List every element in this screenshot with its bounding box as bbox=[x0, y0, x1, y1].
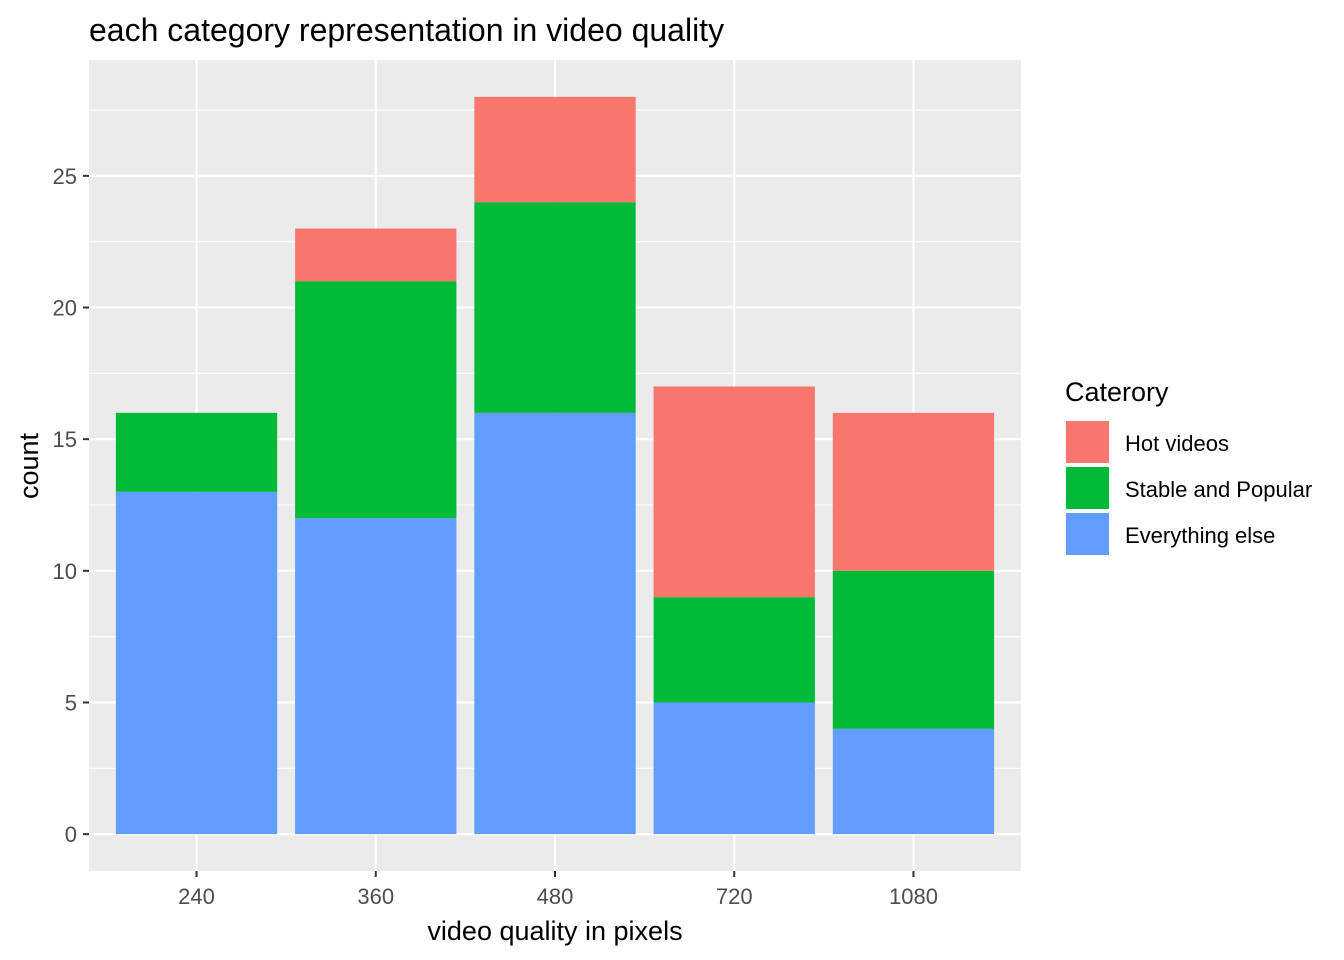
bar-segment bbox=[474, 96, 636, 203]
legend-title: Caterory bbox=[1065, 377, 1169, 407]
y-tick-label: 0 bbox=[65, 822, 77, 847]
legend-key bbox=[1066, 513, 1109, 555]
y-tick-label: 5 bbox=[65, 690, 77, 715]
bar-segment bbox=[295, 518, 457, 835]
legend-label: Stable and Popular bbox=[1125, 477, 1312, 502]
bar-segment bbox=[115, 412, 278, 492]
bar-segment bbox=[474, 412, 636, 835]
bar-segment bbox=[295, 281, 457, 519]
chart-title: each category representation in video qu… bbox=[89, 12, 724, 48]
bar-segment bbox=[832, 728, 995, 835]
bar-segment bbox=[653, 386, 815, 598]
x-tick-label: 480 bbox=[537, 884, 574, 909]
legend-label: Hot videos bbox=[1125, 431, 1229, 456]
y-tick-label: 25 bbox=[53, 164, 77, 189]
bar-segment bbox=[653, 597, 815, 703]
x-axis: 240 360 480 720 1080 bbox=[178, 871, 938, 909]
bars bbox=[115, 96, 995, 835]
x-tick-label: 720 bbox=[716, 884, 753, 909]
y-tick-label: 10 bbox=[53, 559, 77, 584]
legend-key bbox=[1066, 421, 1109, 463]
y-tick-label: 20 bbox=[53, 296, 77, 321]
legend: Caterory Hot videos Stable and Popular Eve… bbox=[1065, 377, 1312, 555]
bar-segment bbox=[653, 702, 815, 835]
bar-segment bbox=[474, 202, 636, 413]
y-axis-title: count bbox=[14, 432, 44, 499]
bar-segment bbox=[832, 412, 995, 571]
bar-segment bbox=[832, 570, 995, 729]
bar-segment bbox=[295, 228, 457, 282]
x-tick-label: 240 bbox=[178, 884, 215, 909]
y-tick-label: 15 bbox=[53, 427, 77, 452]
legend-label: Everything else bbox=[1125, 523, 1275, 548]
legend-key bbox=[1066, 467, 1109, 509]
bar-segment bbox=[115, 491, 278, 835]
x-tick-label: 360 bbox=[357, 884, 394, 909]
x-axis-title: video quality in pixels bbox=[427, 916, 682, 946]
x-tick-label: 1080 bbox=[889, 884, 938, 909]
y-axis: 0 5 10 15 20 25 bbox=[53, 164, 89, 847]
